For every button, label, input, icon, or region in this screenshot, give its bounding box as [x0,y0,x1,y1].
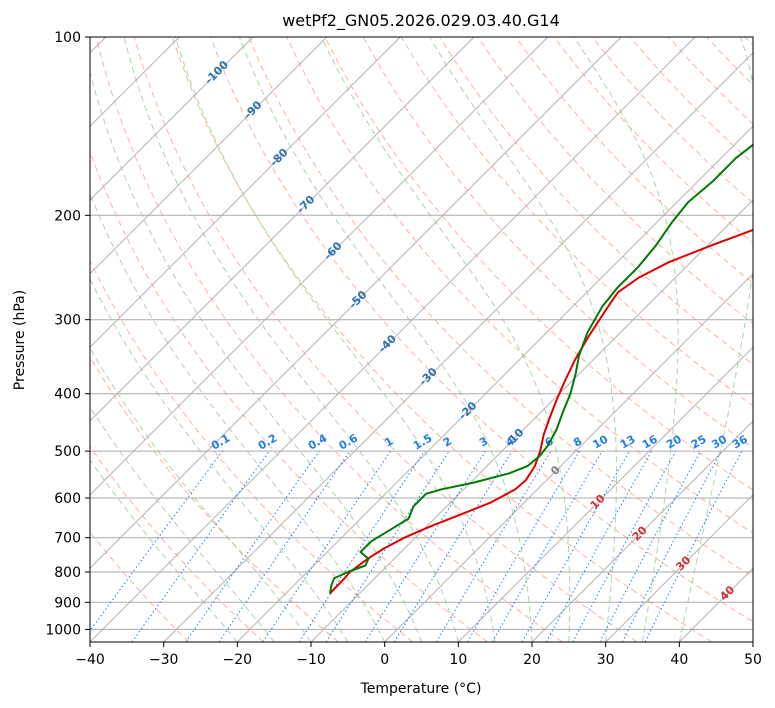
mixing-ratio-line [262,450,392,642]
mixing-ratio-line [572,450,677,642]
y-tick-label: 400 [54,387,81,403]
mixing-ratio-line [521,450,630,642]
y-tick-label: 900 [54,595,81,611]
y-axis-label: Pressure (hPa) [12,290,28,390]
isotherm-line [384,273,753,642]
moist-adiabat-line [238,37,533,642]
x-axis-label: Temperature (°C) [360,681,482,697]
mixing-ratio-line [545,450,653,642]
x-tick-label: 50 [744,652,762,668]
y-tick-label: 600 [54,491,81,507]
y-tick-label: 100 [54,30,81,46]
profile-series [328,143,753,595]
isotherm-line [90,37,475,422]
mixing-ratio-line [644,450,743,642]
x-tick-label: 30 [597,652,615,668]
x-tick-label: 0 [380,652,389,668]
x-axis-ticks: −40 −30 −20 −10 0 10 20 30 40 50 [75,642,762,668]
chart-title: wetPf2_GN05.2026.029.03.40.G14 [282,11,560,31]
isotherm-line [310,199,753,642]
isotherm-line [90,37,696,642]
moist-adiabat-line [678,37,753,642]
dry-adiabat-line [95,37,563,642]
mixing-ratio-line [131,450,270,642]
plot-frame [89,36,754,643]
x-tick-label: 40 [670,652,688,668]
mixing-ratio-line [90,450,223,632]
dry-adiabat-line [171,37,712,642]
skewed-isotherms [90,37,753,642]
isotherm-line [236,125,753,642]
dry-adiabat-line [90,259,414,642]
x-tick-label: 10 [449,652,467,668]
dry-adiabat-line [324,37,753,491]
dry-adiabat-line [286,37,753,534]
isotherm-line [163,52,753,642]
moist-adiabat-line [573,37,679,642]
moist-adiabat-line [123,37,459,642]
moist-adiabat-line [174,37,496,642]
dry-adiabat-line [90,445,264,642]
isotherm-line [90,37,254,201]
isotherm-line [90,37,401,348]
isotherm-line [457,346,753,642]
moist-adiabat-line [90,277,349,642]
x-tick-label: −10 [296,652,326,668]
y-tick-label: 300 [54,313,81,329]
mixing-ratio-line [298,450,425,642]
dewpoint-profile-line [328,143,753,594]
mixing-ratio-line [325,450,450,642]
moist-adiabat-line [90,459,238,642]
dry-adiabat-line [515,37,753,284]
isotherm-line [605,494,753,642]
y-tick-label: 1000 [45,622,81,638]
y-tick-label: 800 [54,565,81,581]
dry-adiabat-line [90,356,339,642]
x-tick-label: −40 [75,652,105,668]
dry-adiabats [90,37,753,642]
y-axis-ticks: 1000 900 800 700 600 500 400 300 200 100 [45,30,90,638]
dry-adiabat-line [210,37,753,623]
dry-adiabat-line [248,37,753,578]
dry-adiabat-line [133,37,638,642]
isotherm-line [90,37,328,275]
x-tick-label: −20 [223,652,253,668]
mixing-ratio-lines [90,450,743,642]
moist-adiabat-line [429,37,617,642]
mixing-ratio-line [218,450,351,642]
moist-adiabat-line [90,70,422,642]
x-tick-label: 20 [523,652,541,668]
mixing-ratio-line [393,450,513,642]
y-tick-label: 700 [54,531,81,547]
x-tick-label: −30 [149,652,179,668]
isotherm-line [531,420,753,642]
y-tick-label: 200 [54,208,81,224]
y-tick-label: 500 [54,444,81,460]
isotherm-line [90,37,622,569]
mixing-ratio-line [185,450,320,642]
moist-adiabat-line [90,406,275,642]
isotherm-line [90,37,549,496]
moist-adiabat-line [90,192,386,642]
moist-adiabat-line [321,37,571,642]
